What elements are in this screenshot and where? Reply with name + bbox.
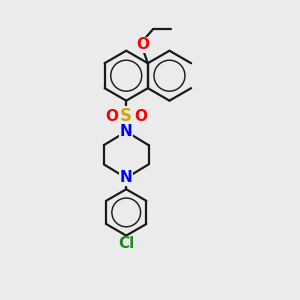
Text: O: O bbox=[134, 109, 147, 124]
Text: O: O bbox=[136, 37, 149, 52]
Text: O: O bbox=[106, 109, 118, 124]
Text: N: N bbox=[120, 124, 133, 139]
Text: S: S bbox=[120, 107, 132, 125]
Text: N: N bbox=[120, 170, 133, 185]
Text: Cl: Cl bbox=[118, 236, 134, 251]
